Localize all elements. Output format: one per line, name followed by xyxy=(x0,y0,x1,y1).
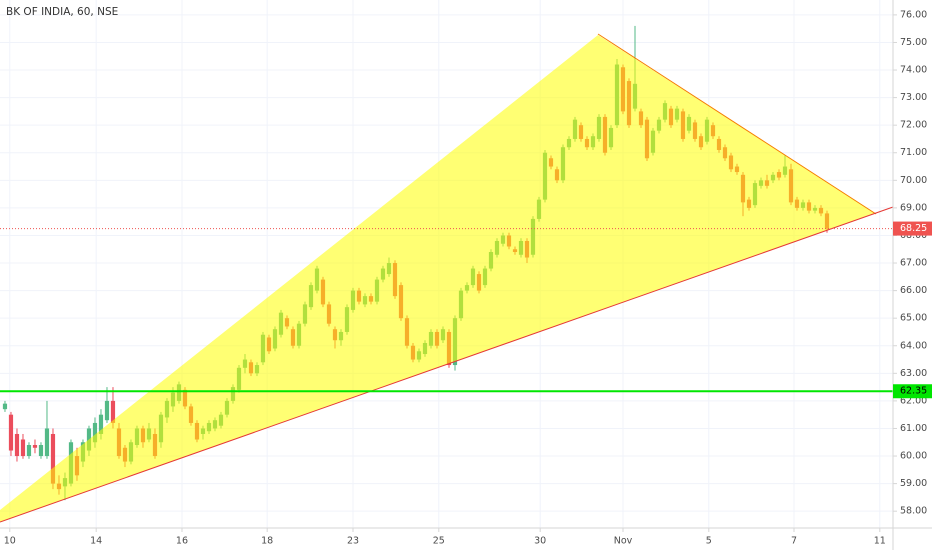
y-tick-label: 62.00 xyxy=(900,395,927,406)
axes: 58.00 59.00 60.00 61.00 62.00 63.00 64.00 65.00… xyxy=(4,9,932,547)
price-lines xyxy=(0,228,893,393)
y-tick-label: 60.00 xyxy=(900,451,927,462)
trendline-upper xyxy=(597,33,877,215)
chart-title: BK OF INDIA, 60, NSE xyxy=(6,6,118,18)
candle-body xyxy=(98,414,104,434)
x-tick-label: 10 xyxy=(4,536,16,547)
y-tick-label: 70.00 xyxy=(900,175,927,186)
candle-body xyxy=(14,433,20,457)
y-tick-label: 76.00 xyxy=(900,9,927,20)
y-tick-label: 59.00 xyxy=(900,478,927,489)
y-tick-label: 63.00 xyxy=(900,368,927,379)
x-tick-label: 25 xyxy=(433,536,445,547)
candle-body xyxy=(92,422,98,443)
y-tick-label: 73.00 xyxy=(900,92,927,103)
y-tick-label: 67.00 xyxy=(900,258,927,269)
y-tick-label: 65.00 xyxy=(900,313,927,324)
y-tick-label: 72.00 xyxy=(900,120,927,131)
candle-body xyxy=(8,414,14,451)
x-tick-label: 18 xyxy=(261,536,273,547)
y-tick-label: 71.00 xyxy=(900,147,927,158)
triangle-pattern xyxy=(0,35,875,522)
x-tick-label: 7 xyxy=(791,536,797,547)
price-tag-label: 62.35 xyxy=(900,386,927,397)
trendline-lower xyxy=(0,206,894,523)
y-tick-label: 58.00 xyxy=(900,506,927,517)
y-tick-label: 69.00 xyxy=(900,202,927,213)
candle-body xyxy=(32,445,38,448)
candle-body xyxy=(50,433,56,484)
candle-body xyxy=(2,403,8,410)
y-tick-label: 66.00 xyxy=(900,285,927,296)
x-tick-label: 23 xyxy=(347,536,359,547)
x-tick-label: 30 xyxy=(534,536,546,547)
candle-body xyxy=(104,400,110,421)
candle-body xyxy=(44,428,50,457)
y-tick-label: 61.00 xyxy=(900,423,927,434)
x-tick-label: Nov xyxy=(614,536,633,547)
x-tick-label: 11 xyxy=(874,536,886,547)
price-tag xyxy=(893,221,932,236)
y-tick-label: 75.00 xyxy=(900,37,927,48)
x-tick-label: 5 xyxy=(706,536,712,547)
x-tick-label: 14 xyxy=(90,536,102,547)
y-tick-label: 64.00 xyxy=(900,340,927,351)
x-tick-label: 16 xyxy=(176,536,188,547)
candle-body xyxy=(110,400,116,423)
candle-body xyxy=(20,439,26,457)
candle-body xyxy=(26,445,32,457)
candle-body xyxy=(38,445,44,457)
price-tag xyxy=(893,384,932,399)
price-tag-label: 68.25 xyxy=(900,223,927,234)
y-tick-label: 74.00 xyxy=(900,65,927,76)
